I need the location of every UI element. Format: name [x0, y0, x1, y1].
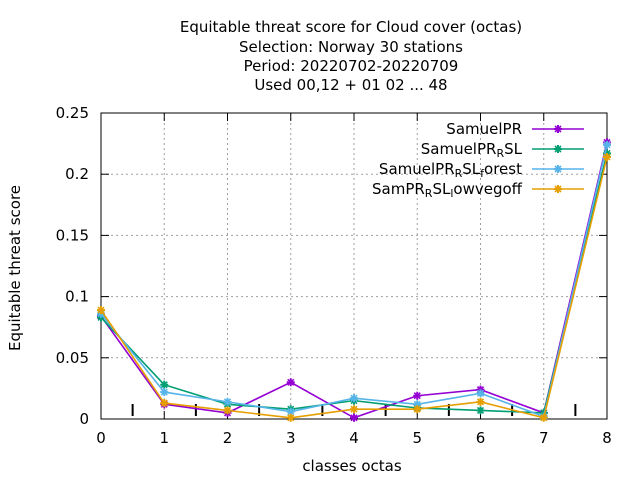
- title-line-1: Equitable threat score for Cloud cover (…: [180, 18, 522, 36]
- x-tick-label: 0: [96, 429, 106, 447]
- point-d2: [476, 389, 485, 397]
- point-d2: [160, 381, 168, 389]
- series-lines: [97, 138, 611, 422]
- data-point: [97, 306, 105, 315]
- y-tick-label: 0.2: [65, 165, 89, 183]
- x-axis-label: classes octas: [302, 457, 402, 475]
- x-tick-label: 4: [349, 429, 359, 447]
- data-point: [350, 405, 358, 414]
- x-tick-label: 6: [476, 429, 486, 447]
- series-sampr-rsl-lowvegoff: [97, 153, 611, 422]
- y-tick-label: 0: [79, 410, 89, 428]
- point-d2: [350, 405, 358, 413]
- title-line-3: Period: 20220702-20220709: [244, 57, 459, 75]
- data-point: [539, 413, 548, 422]
- point-d2: [350, 414, 358, 422]
- data-point: [160, 388, 169, 397]
- y-tick-label: 0.15: [56, 226, 89, 244]
- point-d2: [603, 153, 611, 161]
- y-tick-label: 0.05: [56, 349, 89, 367]
- title-line-2: Selection: Norway 30 stations: [239, 38, 463, 56]
- data-point: [286, 413, 295, 422]
- legend-label: SamPRRSLlowvegoff: [372, 180, 523, 200]
- data-point: [603, 140, 611, 149]
- data-point: [413, 405, 422, 414]
- legend-marker-d2: [554, 185, 562, 193]
- data-point: [160, 380, 169, 389]
- point-d2: [413, 392, 421, 400]
- point-d2: [97, 306, 105, 314]
- data-point: [476, 406, 485, 415]
- x-tick-label: 8: [602, 429, 612, 447]
- point-d2: [223, 398, 232, 406]
- x-tick-label: 5: [412, 429, 422, 447]
- legend-marker-d2: [554, 165, 562, 173]
- point-d2: [287, 378, 295, 386]
- point-d2: [223, 406, 232, 414]
- legend-label: SamuelPR: [446, 120, 522, 138]
- point-d2: [350, 394, 358, 402]
- data-point: [286, 378, 295, 387]
- point-d2: [160, 388, 168, 396]
- legend: SamuelPR SamuelPRRSLSamuelPRRSLforestSamP…: [372, 120, 584, 200]
- x-tick-label: 3: [286, 429, 296, 447]
- data-point: [160, 399, 169, 408]
- title-line-4: Used 00,12 + 01 02 ... 48: [254, 76, 447, 94]
- series-line: [100, 144, 608, 418]
- point-d2: [287, 414, 295, 422]
- y-axis-label: Equitable threat score: [6, 185, 24, 351]
- point-d2: [476, 398, 485, 406]
- data-point: [223, 397, 232, 406]
- legend-marker-d2: [554, 125, 562, 133]
- grid: [101, 113, 607, 419]
- data-point: [413, 391, 422, 400]
- point-d2: [603, 141, 611, 149]
- legend-entry: SamuelPRRSL: [421, 140, 584, 160]
- legend-entry: SamuelPR: [446, 120, 584, 138]
- legend-label: SamuelPRRSLforest: [379, 160, 522, 180]
- legend-marker-d2: [554, 145, 562, 153]
- point-d2: [476, 406, 485, 414]
- y-tick-label: 0.25: [56, 104, 89, 122]
- data-point: [476, 389, 485, 398]
- x-tick-label: 1: [159, 429, 169, 447]
- data-point: [350, 394, 358, 403]
- data-point: [603, 153, 611, 162]
- x-tick-label: 7: [539, 429, 549, 447]
- data-point: [350, 413, 358, 422]
- axis-ticks: 0 1 2 3 4 5 6 7 8 0 0.05 0.1 0.15 0.2 0.25: [56, 104, 612, 447]
- chart-title: Equitable threat score for Cloud cover (…: [180, 18, 522, 94]
- legend-entry: SamuelPRRSLforest: [379, 160, 584, 180]
- data-point: [223, 406, 232, 415]
- data-point: [476, 397, 485, 406]
- x-tick-label: 2: [223, 429, 233, 447]
- point-d2: [160, 399, 168, 407]
- point-d2: [287, 408, 295, 416]
- point-d2: [413, 405, 421, 413]
- y-tick-label: 0.1: [65, 288, 89, 306]
- legend-entry: SamPRRSLlowvegoff: [372, 180, 584, 200]
- point-d2: [540, 414, 548, 422]
- legend-label: SamuelPRRSL: [421, 140, 523, 160]
